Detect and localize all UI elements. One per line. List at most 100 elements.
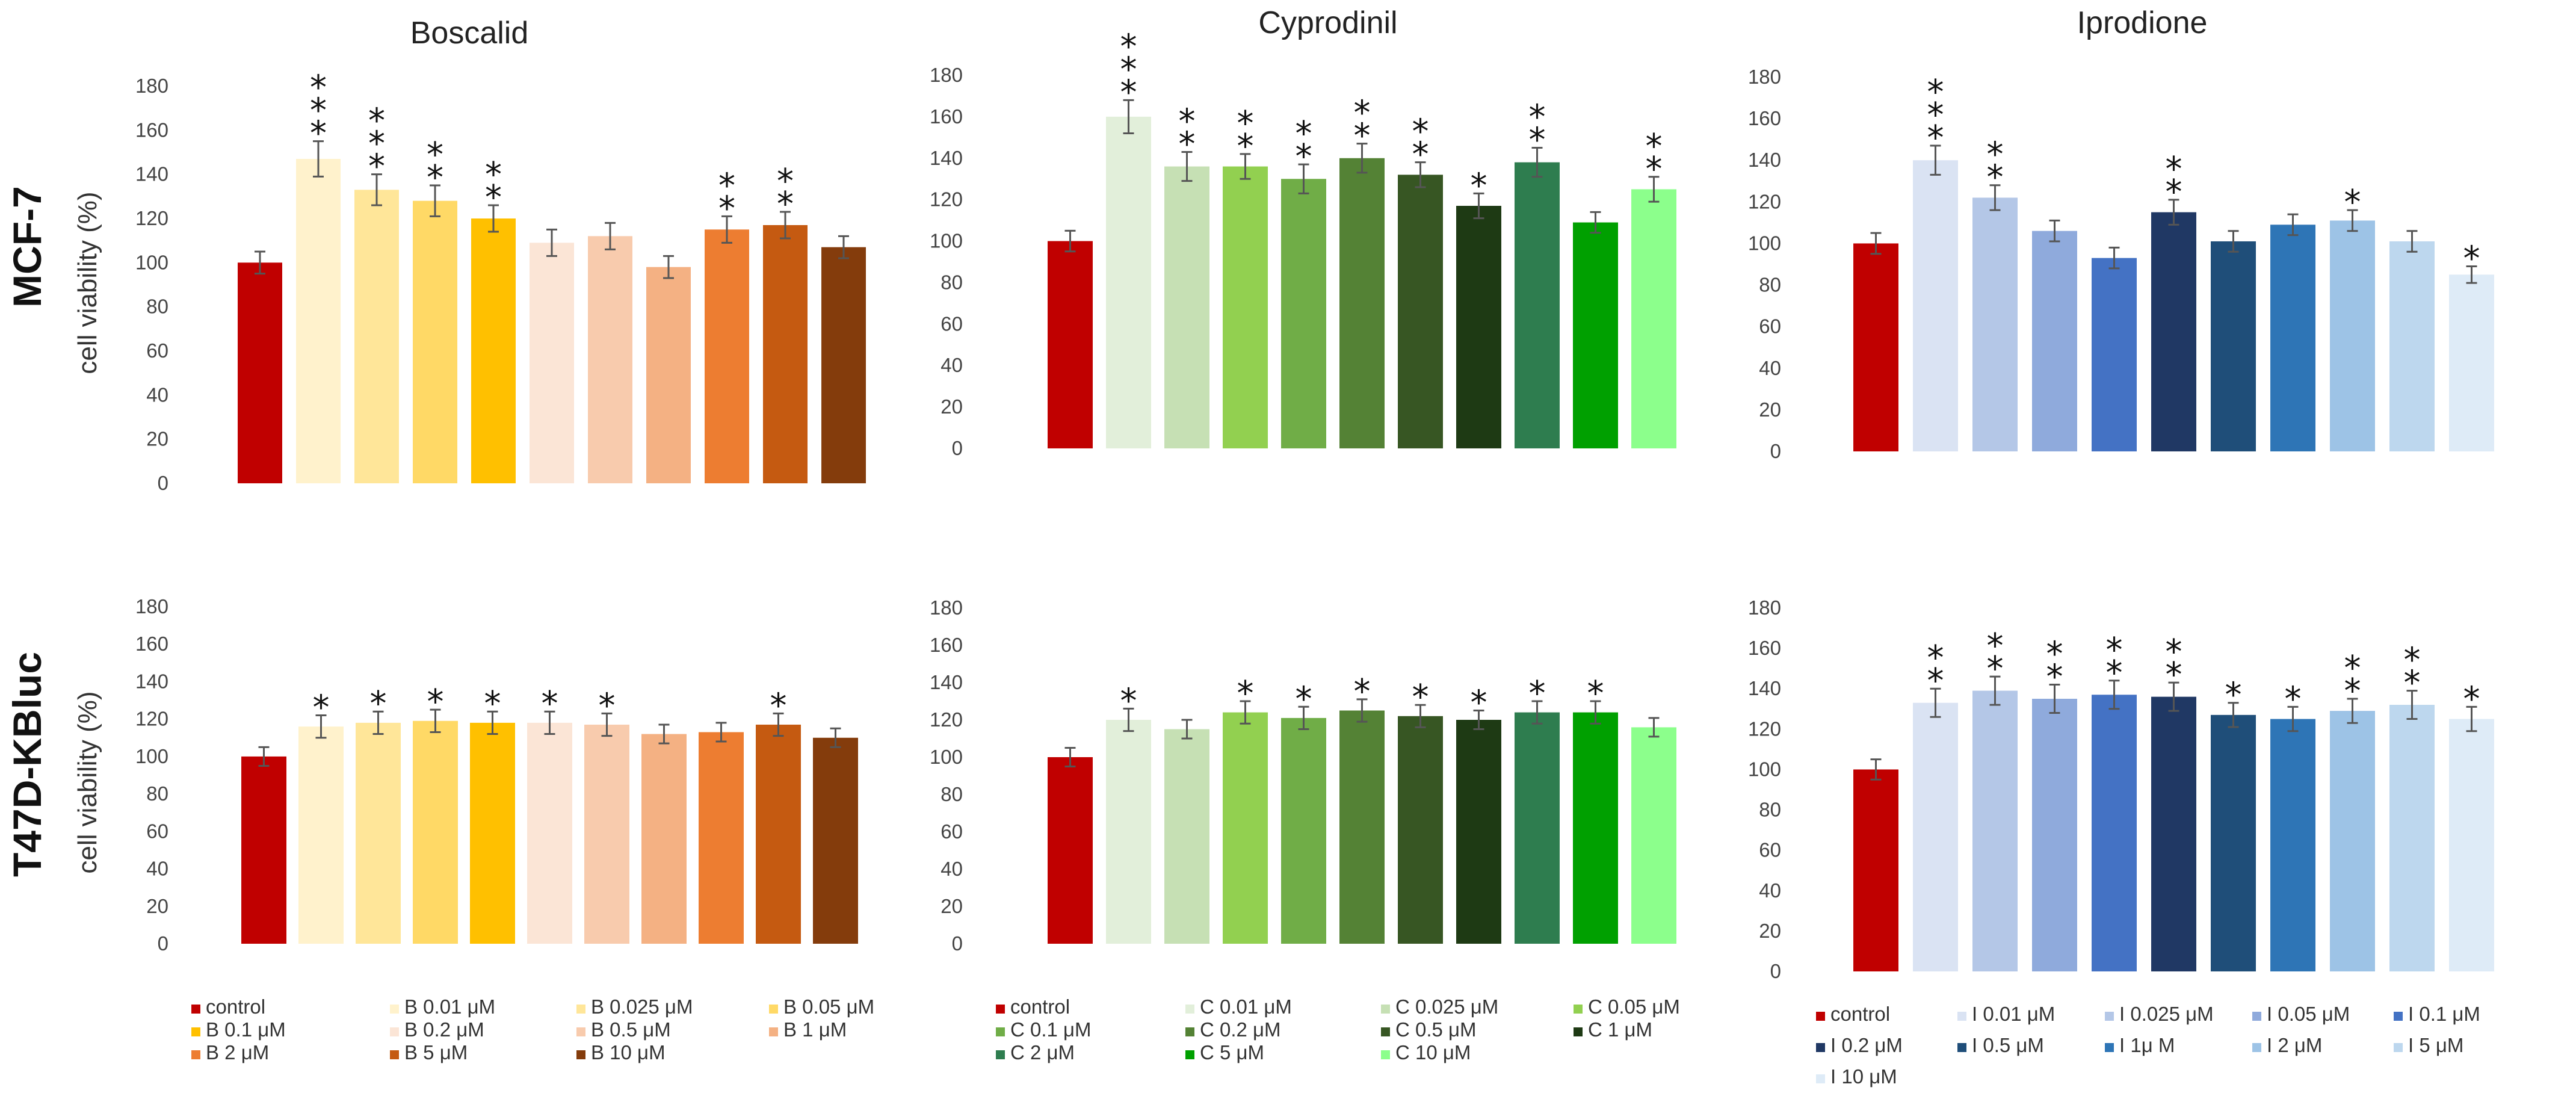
legend-swatch [1185,1005,1194,1014]
bar [2330,711,2375,971]
significance-marker: * [1120,681,1137,720]
legend-swatch [390,1050,399,1059]
significance-marker: * [770,686,787,725]
significance-marker: * [1179,102,1196,141]
legend-swatch [1185,1050,1194,1059]
y-tick-label: 80 [941,783,963,805]
bar [356,722,401,944]
legend-swatch [1381,1005,1390,1014]
significance-marker: * [368,147,385,187]
significance-marker: * [427,135,443,175]
significance-marker: * [718,189,735,228]
legend-swatch [1574,1027,1583,1036]
bar [821,247,866,483]
bar [238,262,282,483]
legend-label: C 1 μM [1588,1018,1652,1041]
bar [705,229,749,483]
significance-marker: * [2344,649,2361,688]
y-tick-label: 60 [1759,839,1781,861]
significance-marker: * [1987,135,2004,175]
significance-marker: * [1179,125,1196,164]
y-tick-label: 80 [146,782,168,805]
bar [1515,162,1560,448]
y-tick-label: 20 [1759,920,1781,942]
significance-marker: * [2404,641,2421,680]
y-tick-label: 160 [1748,637,1781,659]
bar [763,225,808,483]
y-tick-label: 180 [930,64,963,86]
significance-marker: * [313,688,330,727]
significance-marker: * [370,684,387,723]
y-tick-label: 140 [930,147,963,169]
bar [1339,710,1385,944]
row-title-t47d: T47D-KBluc [5,652,49,877]
bar [2151,696,2196,971]
y-tick-label: 60 [941,312,963,335]
significance-marker: * [2285,680,2302,719]
y-tick-label: 180 [930,596,963,619]
bar [1223,712,1268,944]
bar [1913,702,1958,971]
bar [2449,719,2494,971]
y-tick-label: 0 [1770,960,1781,982]
significance-marker: * [2166,655,2182,695]
significance-marker: * [2046,658,2063,697]
bar [1223,166,1268,448]
legend-swatch [1816,1074,1825,1083]
bar [813,737,858,944]
significance-marker: * [1927,639,1944,678]
y-tick-label: 20 [941,895,963,917]
legend-label: B 5 μM [404,1041,468,1064]
y-tick-label: 20 [146,895,168,917]
significance-marker: * [485,178,502,217]
significance-marker: * [1412,113,1429,152]
bar [296,159,341,483]
bar [1106,116,1151,448]
y-tick-label: 0 [158,932,168,955]
y-tick-label: 40 [1759,357,1781,379]
bar [2389,705,2435,971]
significance-marker: * [2046,635,2063,674]
y-tick-label: 160 [930,105,963,128]
legend-label: C 10 μM [1395,1041,1471,1064]
legend-swatch [191,1050,200,1059]
significance-marker: * [1120,73,1137,112]
y-tick-label: 0 [1770,440,1781,462]
significance-marker: * [1296,114,1312,153]
chart-panel-2: 020406080100120140160180Cyprodinil******… [930,5,1676,459]
bar [530,243,574,483]
y-tick-label: 0 [158,472,168,494]
chart-title: Boscalid [410,16,529,51]
legend-swatch [1957,1043,1966,1052]
significance-marker: * [1120,27,1137,66]
y-tick-label: 60 [146,339,168,362]
significance-marker: * [1412,135,1429,175]
legend-swatch [1574,1005,1583,1014]
y-tick-label: 40 [941,858,963,880]
legend-swatch [1957,1012,1966,1021]
bar [2151,212,2196,451]
y-tick-label: 40 [146,383,168,406]
legend-swatch [576,1005,585,1014]
bar [2449,274,2494,451]
legend-label: C 0.05 μM [1588,995,1680,1018]
bar [1048,241,1093,448]
bar [2389,241,2435,451]
y-tick-label: 120 [930,708,963,731]
y-tick-label: 60 [146,820,168,842]
y-tick-label: 80 [1759,799,1781,821]
bar [1573,222,1618,448]
legend-swatch [2252,1043,2261,1052]
significance-marker: * [427,158,443,197]
significance-marker: * [1412,678,1429,717]
bar [298,726,344,944]
legend-label: I 5 μM [2408,1034,2463,1056]
legend-label: C 5 μM [1200,1041,1264,1064]
bar [1913,160,1958,451]
legend-swatch [2105,1012,2114,1021]
significance-marker: * [777,162,794,201]
bar [413,200,457,483]
significance-marker: * [368,102,385,141]
bar [1972,690,2018,971]
bar [1853,769,1898,971]
